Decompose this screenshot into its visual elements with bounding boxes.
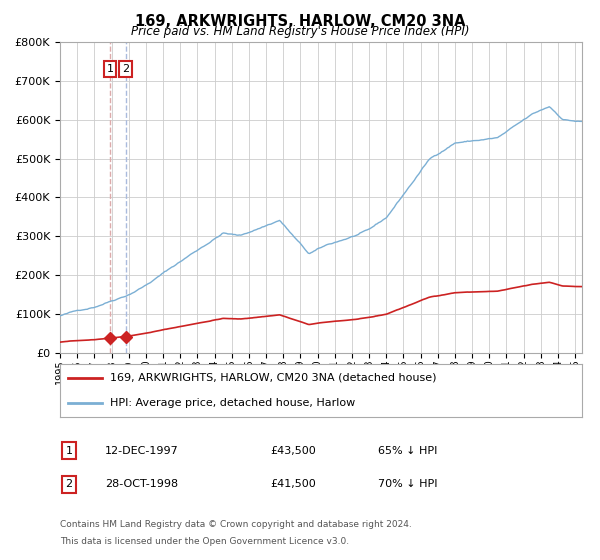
Text: 70% ↓ HPI: 70% ↓ HPI [378,479,437,489]
Text: Contains HM Land Registry data © Crown copyright and database right 2024.: Contains HM Land Registry data © Crown c… [60,520,412,529]
Text: 2: 2 [122,64,130,74]
Text: Price paid vs. HM Land Registry's House Price Index (HPI): Price paid vs. HM Land Registry's House … [131,25,469,38]
Text: 169, ARKWRIGHTS, HARLOW, CM20 3NA: 169, ARKWRIGHTS, HARLOW, CM20 3NA [135,14,465,29]
Text: 1: 1 [65,446,73,456]
Text: 12-DEC-1997: 12-DEC-1997 [105,446,179,456]
Text: 169, ARKWRIGHTS, HARLOW, CM20 3NA (detached house): 169, ARKWRIGHTS, HARLOW, CM20 3NA (detac… [110,373,436,383]
Text: 1: 1 [107,64,113,74]
Text: 28-OCT-1998: 28-OCT-1998 [105,479,178,489]
Text: HPI: Average price, detached house, Harlow: HPI: Average price, detached house, Harl… [110,398,355,408]
Text: £43,500: £43,500 [270,446,316,456]
Text: 2: 2 [65,479,73,489]
Text: 65% ↓ HPI: 65% ↓ HPI [378,446,437,456]
Text: £41,500: £41,500 [270,479,316,489]
Text: This data is licensed under the Open Government Licence v3.0.: This data is licensed under the Open Gov… [60,537,349,546]
